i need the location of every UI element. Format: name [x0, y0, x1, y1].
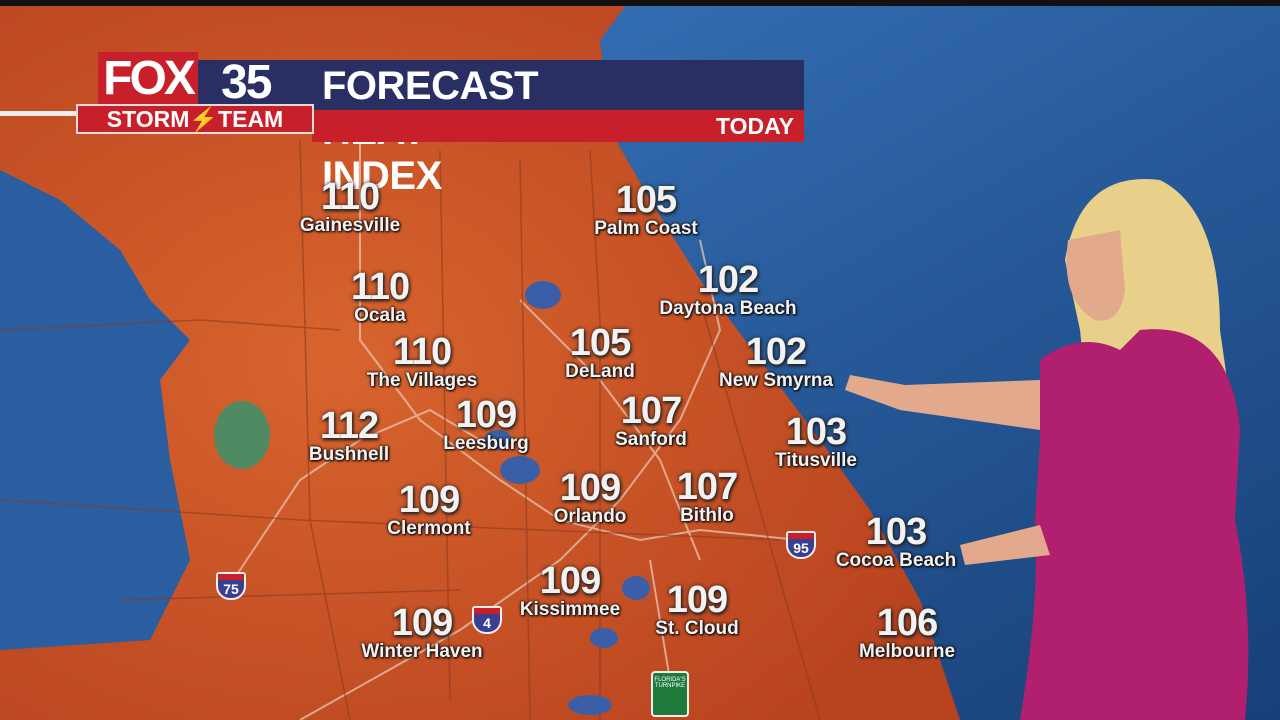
heat-index-value: 102	[697, 259, 759, 301]
city-name: St. Cloud	[655, 618, 739, 639]
shield-label: 75	[223, 581, 239, 597]
heat-index-value: 110	[392, 331, 452, 373]
turnpike-shield-icon: FLORIDA'S TURNPIKE	[651, 671, 689, 717]
heat-index-value: 102	[745, 331, 807, 373]
city-cocoa-beach: 103 Cocoa Beach	[836, 513, 956, 571]
city-new-smyrna: 102 New Smyrna	[719, 333, 833, 391]
shield-label: 95	[793, 540, 809, 556]
city-palm-coast: 105 Palm Coast	[594, 181, 697, 239]
city-name: Winter Haven	[361, 641, 483, 662]
city-name: DeLand	[565, 361, 635, 382]
presenter	[845, 179, 1249, 720]
roads	[229, 140, 801, 720]
county-lines	[0, 139, 821, 720]
city-winter-haven: 109 Winter Haven	[361, 604, 482, 662]
shield-label: 4	[483, 615, 491, 631]
city-name: Cocoa Beach	[835, 550, 957, 571]
fox-logo: FOX	[98, 52, 198, 106]
title-bar	[198, 60, 804, 110]
city-name: Leesburg	[443, 433, 529, 454]
heat-index-value: 112	[319, 405, 379, 447]
city-titusville: 103 Titusville	[775, 413, 857, 471]
heat-index-value: 110	[350, 266, 410, 308]
heat-index-value: 107	[620, 390, 682, 432]
city-name: New Smyrna	[718, 370, 834, 391]
storm-cell	[214, 401, 270, 469]
city-name: Bithlo	[680, 505, 734, 526]
heat-index-value: 109	[391, 602, 453, 644]
city-name: Daytona Beach	[659, 298, 797, 319]
heat-index-value: 109	[539, 560, 601, 602]
heat-index-value: 110	[320, 176, 380, 218]
heat-index-value: 103	[785, 411, 847, 453]
shield-label: FLORIDA'S TURNPIKE	[654, 677, 686, 689]
city-name: Sanford	[615, 429, 687, 450]
heat-index-value: 107	[676, 466, 738, 508]
subtitle-bar: TODAY	[312, 110, 804, 142]
channel-number: 35	[221, 56, 272, 109]
city-name: Orlando	[553, 506, 627, 527]
city-name: Melbourne	[858, 641, 956, 662]
city-name: Gainesville	[299, 215, 401, 236]
storm-team-badge: STORM⚡TEAM	[76, 104, 314, 134]
city-orlando: 109 Orlando	[554, 469, 627, 527]
city-name: Ocala	[354, 305, 406, 326]
top-border	[0, 0, 1280, 6]
heat-index-value: 109	[559, 467, 621, 509]
city-clermont: 109 Clermont	[387, 481, 470, 539]
heat-index-value: 109	[398, 479, 460, 521]
heat-index-value: 105	[569, 322, 631, 364]
lakes	[484, 281, 650, 715]
city-melbourne: 106 Melbourne	[859, 604, 955, 662]
city-name: Palm Coast	[594, 218, 698, 239]
period-label: TODAY	[716, 113, 794, 139]
city-name: Clermont	[387, 518, 471, 539]
heat-index-value: 105	[615, 179, 677, 221]
city-sanford: 107 Sanford	[615, 392, 687, 450]
city-st-cloud: 109 St. Cloud	[655, 581, 738, 639]
city-bithlo: 107 Bithlo	[676, 466, 738, 526]
interstate-shield-icon: 4	[472, 606, 502, 634]
city-name: The Villages	[366, 370, 478, 391]
city-the-villages: 110 The Villages	[367, 333, 478, 391]
city-bushnell: 112 Bushnell	[309, 407, 389, 465]
banner-rule	[0, 111, 76, 116]
city-name: Kissimmee	[519, 599, 621, 620]
city-leesburg: 109 Leesburg	[443, 396, 529, 454]
heat-index-value: 103	[865, 511, 927, 553]
land	[0, 0, 960, 720]
interstate-shield-icon: 95	[786, 531, 816, 559]
gulf-water	[0, 170, 190, 650]
city-daytona-beach: 102 Daytona Beach	[659, 261, 796, 319]
heat-index-value: 109	[455, 394, 517, 436]
city-deland: 105 DeLand	[565, 324, 635, 382]
city-ocala: 110 Ocala	[350, 266, 410, 326]
interstate-shield-icon: 75	[216, 572, 246, 600]
city-name: Titusville	[774, 450, 858, 471]
city-name: Bushnell	[308, 444, 390, 465]
city-kissimmee: 109 Kissimmee	[520, 562, 620, 620]
city-gainesville: 110 Gainesville	[300, 178, 400, 236]
heat-index-value: 106	[876, 602, 938, 644]
heat-index-value: 109	[666, 579, 728, 621]
